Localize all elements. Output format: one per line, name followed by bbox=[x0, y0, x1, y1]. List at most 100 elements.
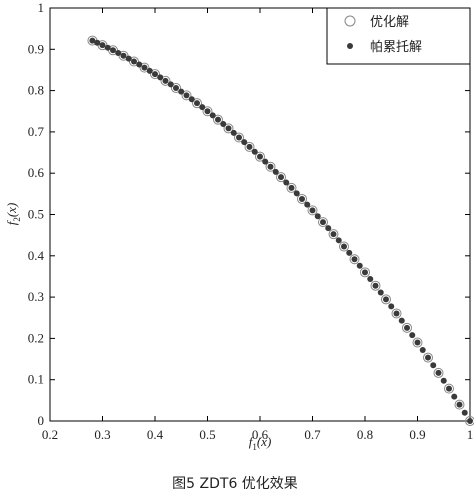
pareto-solution-point bbox=[440, 377, 447, 384]
pareto-solution-point bbox=[351, 256, 358, 263]
optimal-solution-point bbox=[129, 56, 139, 67]
pareto-solution-point bbox=[152, 71, 158, 78]
pareto-solution-point bbox=[188, 96, 195, 103]
y-tick-label: 0.9 bbox=[28, 41, 44, 56]
optimal-solution-point bbox=[223, 123, 234, 134]
optimal-solution-point bbox=[139, 62, 150, 73]
x-tick-label: 1 bbox=[467, 427, 474, 442]
optimal-solution-point bbox=[370, 280, 381, 291]
pareto-solution-point bbox=[131, 58, 137, 65]
pareto-solution-point bbox=[194, 100, 200, 107]
x-tick-label: 0.3 bbox=[94, 427, 110, 442]
legend-label-pareto: 帕累托解 bbox=[370, 40, 422, 55]
pareto-solution-point bbox=[409, 332, 416, 339]
optimal-solution-point bbox=[412, 337, 423, 348]
optimal-solution-point bbox=[391, 308, 402, 319]
y-tick-label: 1 bbox=[38, 0, 45, 15]
optimal-solution-point bbox=[213, 114, 223, 125]
pareto-solution-point bbox=[173, 84, 179, 91]
pareto-solution-point bbox=[293, 190, 300, 197]
pareto-solution-point bbox=[419, 347, 426, 354]
x-tick-label: 0.4 bbox=[147, 427, 164, 442]
pareto-solution-point bbox=[309, 207, 316, 214]
pareto-solution-point bbox=[314, 213, 321, 220]
pareto-solution-point bbox=[209, 112, 216, 119]
pareto-solution-point bbox=[230, 129, 237, 136]
legend-box bbox=[326, 7, 471, 65]
optimal-solution-point bbox=[307, 205, 318, 216]
legend-label-optimal: 优化解 bbox=[370, 15, 409, 30]
optimal-solution-point bbox=[160, 75, 171, 86]
series-optimal-solutions bbox=[87, 35, 474, 426]
pareto-solution-point bbox=[467, 418, 473, 424]
y-tick-label: 0.7 bbox=[28, 124, 45, 139]
optimal-solution-point bbox=[234, 132, 244, 143]
pareto-solution-point bbox=[99, 42, 106, 49]
pareto-solution-point bbox=[461, 409, 468, 416]
pareto-solution-point bbox=[104, 44, 111, 51]
optimal-solution-point bbox=[465, 416, 474, 426]
pareto-solution-point bbox=[125, 55, 132, 62]
optimal-solution-point bbox=[202, 106, 213, 117]
optimal-solution-point bbox=[297, 193, 307, 204]
pareto-solution-point bbox=[388, 303, 395, 310]
y-axis-ticks: 0 0.1 0.2 0.3 0.4 0.5 0.6 0.7 0.8 0.9 1 bbox=[28, 0, 470, 428]
optimal-solution-point bbox=[255, 151, 265, 162]
pareto-solution-point bbox=[320, 219, 326, 226]
pareto-solution-point bbox=[146, 67, 153, 74]
pareto-solution-point bbox=[398, 317, 405, 324]
pareto-solution-point bbox=[110, 47, 116, 54]
optimal-solution-point bbox=[423, 352, 433, 363]
pareto-solution-point bbox=[120, 52, 127, 59]
pareto-solution-point bbox=[304, 201, 311, 208]
optimal-solution-point bbox=[328, 229, 339, 240]
pareto-solution-point bbox=[241, 139, 248, 146]
optimal-solution-point bbox=[244, 141, 255, 152]
pareto-solution-point bbox=[288, 184, 295, 191]
pareto-solution-point bbox=[267, 163, 274, 170]
pareto-solution-point bbox=[356, 262, 363, 269]
optimal-solution-point bbox=[276, 172, 286, 183]
pareto-solution-point bbox=[236, 134, 242, 141]
series-pareto-solutions bbox=[89, 37, 473, 424]
pareto-solution-point bbox=[115, 49, 122, 56]
y-tick-label: 0.1 bbox=[28, 372, 44, 387]
pareto-solution-point bbox=[335, 237, 342, 244]
optimal-solution-point bbox=[318, 217, 328, 228]
x-tick-label: 0.6 bbox=[252, 427, 269, 442]
x-axis-title: f1(x) bbox=[249, 434, 272, 452]
x-tick-label: 0.7 bbox=[304, 427, 321, 442]
pareto-solution-point bbox=[225, 125, 232, 132]
pareto-solution-point bbox=[283, 179, 290, 186]
x-axis-ticks: 0.2 0.3 0.4 0.5 0.6 0.7 0.8 0.9 1 bbox=[42, 8, 473, 442]
optimal-solution-point bbox=[286, 182, 297, 193]
optimal-solution-point bbox=[265, 161, 276, 172]
pareto-solution-point bbox=[220, 121, 227, 128]
pareto-solution-point bbox=[425, 354, 431, 361]
pareto-solution-point bbox=[278, 174, 284, 181]
pareto-solution-point bbox=[362, 269, 368, 276]
optimal-solution-point bbox=[381, 294, 391, 305]
pareto-solution-point bbox=[435, 369, 442, 376]
optimal-solution-point bbox=[181, 90, 192, 101]
pareto-solution-point bbox=[341, 243, 347, 250]
optimal-solution-point bbox=[349, 254, 360, 265]
pareto-solution-point bbox=[157, 74, 164, 81]
pareto-solution-point bbox=[367, 275, 374, 282]
y-tick-label: 0.6 bbox=[28, 165, 45, 180]
y-tick-label: 0.4 bbox=[28, 248, 45, 263]
legend: 优化解 帕累托解 bbox=[326, 7, 471, 65]
optimal-solution-point bbox=[150, 69, 160, 80]
pareto-solution-point bbox=[141, 64, 148, 71]
legend-open-circle-marker bbox=[344, 15, 356, 27]
pareto-solution-point bbox=[377, 289, 384, 296]
pareto-solution-point bbox=[299, 195, 305, 202]
optimal-solution-point bbox=[192, 98, 202, 109]
pareto-solution-point bbox=[372, 282, 379, 289]
y-tick-label: 0.3 bbox=[28, 289, 44, 304]
pareto-solution-point bbox=[430, 362, 437, 369]
x-tick-label: 0.5 bbox=[199, 427, 215, 442]
x-tick-label: 0.9 bbox=[409, 427, 425, 442]
pareto-solution-point bbox=[330, 231, 337, 238]
pareto-solution-point bbox=[183, 92, 190, 99]
